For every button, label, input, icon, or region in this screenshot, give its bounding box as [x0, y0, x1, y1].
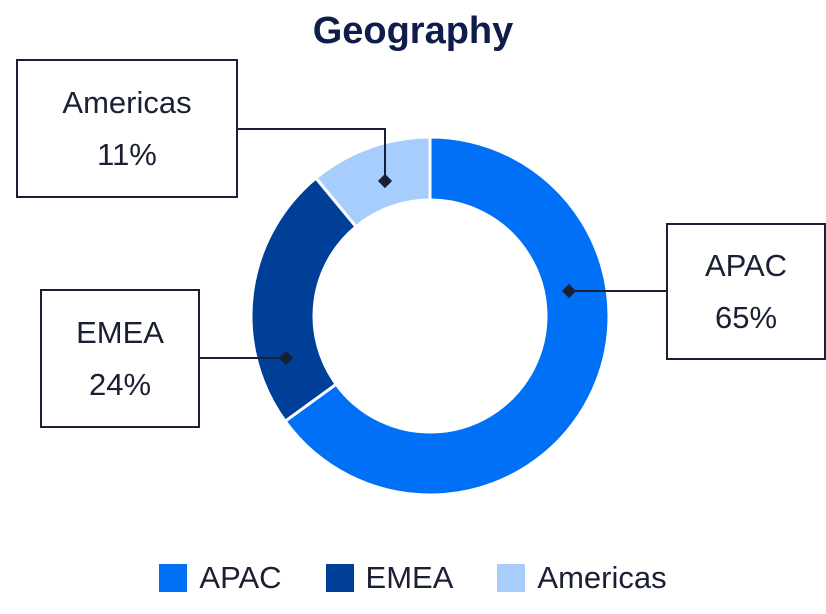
data-label-apac: APAC 65% — [666, 223, 826, 360]
data-label-apac-name: APAC — [704, 247, 788, 283]
leader-marker-emea — [278, 350, 294, 366]
legend-item-emea: EMEA — [325, 560, 454, 596]
donut-slices — [249, 135, 611, 497]
legend-label-americas: Americas — [537, 560, 667, 595]
legend-swatch-apac — [159, 564, 188, 592]
data-label-emea: EMEA 24% — [40, 289, 200, 428]
chart-title: Geography — [312, 10, 514, 52]
legend-swatch-emea — [325, 564, 354, 592]
legend-label-apac: APAC — [199, 560, 282, 595]
donut-slice-apac — [283, 135, 611, 497]
donut-slice-emea — [249, 175, 359, 424]
leader-marker-apac — [561, 283, 577, 299]
legend-label-emea: EMEA — [365, 560, 454, 595]
data-label-emea-name: EMEA — [76, 314, 164, 350]
data-label-apac-value: 65% — [714, 299, 778, 335]
leader-marker-americas — [377, 173, 393, 189]
data-label-americas-value: 11% — [97, 136, 157, 172]
data-label-emea-value: 24% — [88, 366, 152, 402]
data-label-americas-name: Americas — [62, 84, 192, 120]
leader-lines — [200, 128, 666, 366]
data-label-americas: Americas 11% — [16, 59, 238, 198]
legend: APAC EMEA Americas — [0, 560, 826, 596]
donut-slice-americas — [313, 135, 432, 229]
legend-swatch-americas — [497, 564, 526, 592]
leader-line-americas — [238, 128, 386, 181]
legend-item-apac: APAC — [159, 560, 282, 596]
legend-item-americas: Americas — [497, 560, 667, 596]
